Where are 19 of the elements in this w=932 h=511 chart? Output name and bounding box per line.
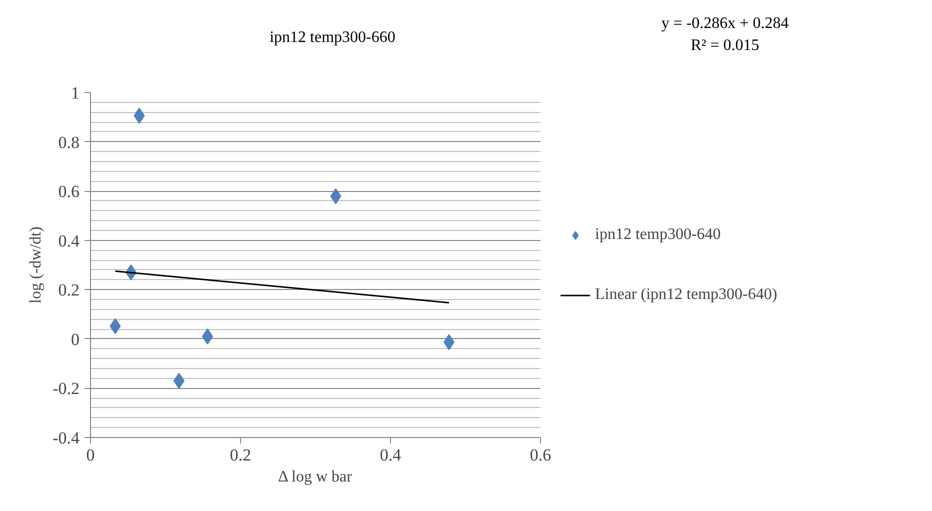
legend-label: ipn12 temp300-640 bbox=[595, 226, 721, 244]
chart-title: ipn12 temp300-660 bbox=[270, 28, 396, 48]
y-tick-label: 0 bbox=[71, 330, 80, 349]
y-tick-label: 1 bbox=[71, 84, 80, 102]
y-tick-label: 0.6 bbox=[58, 182, 80, 202]
y-tick-label: 0.2 bbox=[58, 280, 80, 300]
legend-label: Linear (ipn12 temp300-640) bbox=[595, 286, 778, 304]
x-tick-label: 0.6 bbox=[530, 446, 552, 464]
y-tick-label: -0.2 bbox=[52, 379, 80, 398]
x-tick-label: 0.2 bbox=[230, 446, 252, 464]
y-tick-label: 0.4 bbox=[58, 231, 80, 250]
text: y = -0.286x + 0.284 bbox=[661, 15, 789, 32]
x-tick-label: 0.4 bbox=[380, 446, 402, 464]
x-tick-label: 0 bbox=[86, 446, 95, 464]
text: R² = 0.015 bbox=[690, 37, 760, 54]
y-axis-title: log (-dw/dt) bbox=[28, 226, 45, 304]
x-axis-title: Δ log w bar bbox=[278, 468, 353, 486]
y-tick-label: 0.8 bbox=[58, 132, 80, 152]
y-tick-label: -0.4 bbox=[52, 428, 80, 448]
